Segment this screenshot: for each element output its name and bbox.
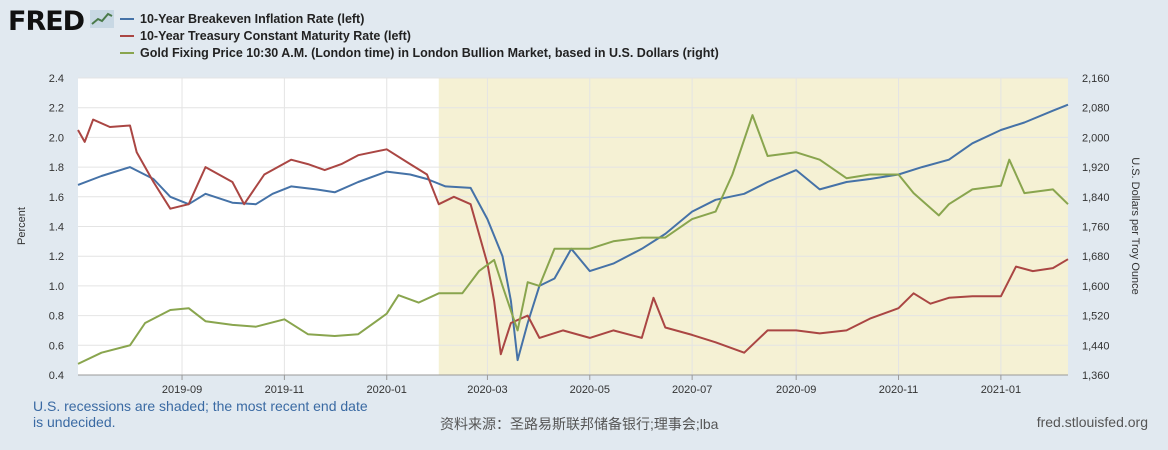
line-chart-icon (90, 10, 114, 28)
left-axis-title: Percent (16, 207, 28, 245)
right-axis-title: U.S. Dollars per Troy Ounce (1129, 157, 1141, 295)
legend-item-gold[interactable]: Gold Fixing Price 10:30 A.M. (London tim… (120, 44, 719, 61)
left-tick-label: 2.4 (49, 73, 64, 85)
left-tick-label: 2.2 (49, 103, 64, 115)
legend-swatch (120, 51, 134, 54)
legend-label: Gold Fixing Price 10:30 A.M. (London tim… (140, 45, 719, 60)
left-tick-label: 1.2 (49, 251, 64, 263)
left-tick-label: 0.6 (49, 340, 64, 352)
series-line (77, 114, 1069, 365)
legend-label: 10-Year Breakeven Inflation Rate (left) (140, 11, 365, 26)
left-tick-label: 1.4 (49, 222, 64, 234)
legend: 10-Year Breakeven Inflation Rate (left) … (120, 10, 719, 61)
right-tick-label: 1,760 (1082, 222, 1110, 234)
gridlines (78, 77, 1068, 376)
right-tick-label: 2,160 (1082, 73, 1110, 85)
recession-note: U.S. recessions are shaded; the most rec… (33, 398, 368, 430)
right-tick-label: 1,440 (1082, 340, 1110, 352)
x-tick-label: 2020-03 (467, 384, 507, 396)
x-tick-label: 2020-09 (776, 384, 816, 396)
series-line (77, 118, 1069, 356)
right-tick-label: 1,600 (1082, 281, 1110, 293)
left-tick-label: 2.0 (49, 132, 64, 144)
left-tick-label: 1.6 (49, 192, 64, 204)
legend-label: 10-Year Treasury Constant Maturity Rate … (140, 28, 411, 43)
right-tick-label: 1,360 (1082, 370, 1110, 382)
right-tick-label: 2,080 (1082, 103, 1110, 115)
left-tick-label: 0.4 (49, 370, 64, 382)
x-tick-label: 2020-07 (672, 384, 712, 396)
x-tick-label: 2019-09 (162, 384, 202, 396)
right-tick-label: 2,000 (1082, 132, 1110, 144)
left-tick-label: 1.0 (49, 281, 64, 293)
x-tick-label: 2021-01 (981, 384, 1021, 396)
x-tick-label: 2020-05 (570, 384, 610, 396)
fred-logo[interactable]: FRED (8, 6, 85, 37)
left-tick-label: 1.8 (49, 162, 64, 174)
right-tick-label: 1,920 (1082, 162, 1110, 174)
series-line (77, 103, 1069, 362)
source-note: 资料来源：圣路易斯联邦储备银行;理事会;lba (440, 416, 719, 432)
site-link[interactable]: fred.stlouisfed.org (1036, 414, 1148, 430)
right-tick-label: 1,520 (1082, 311, 1110, 323)
axis-ticks: 0.4 1,360 0.6 1,440 0.8 1,520 1.0 1,600 1.2 1,680… (49, 73, 1110, 396)
x-tick-label: 2020-01 (367, 384, 407, 396)
left-tick-label: 0.8 (49, 311, 64, 323)
x-tick-label: 2019-11 (265, 384, 305, 396)
right-tick-label: 1,840 (1082, 192, 1110, 204)
right-tick-label: 1,680 (1082, 251, 1110, 263)
legend-item-treasury[interactable]: 10-Year Treasury Constant Maturity Rate … (120, 27, 719, 44)
legend-swatch (120, 34, 134, 37)
series-lines (77, 103, 1069, 365)
legend-item-breakeven[interactable]: 10-Year Breakeven Inflation Rate (left) (120, 10, 719, 27)
legend-swatch (120, 17, 134, 20)
x-tick-label: 2020-11 (879, 384, 919, 396)
